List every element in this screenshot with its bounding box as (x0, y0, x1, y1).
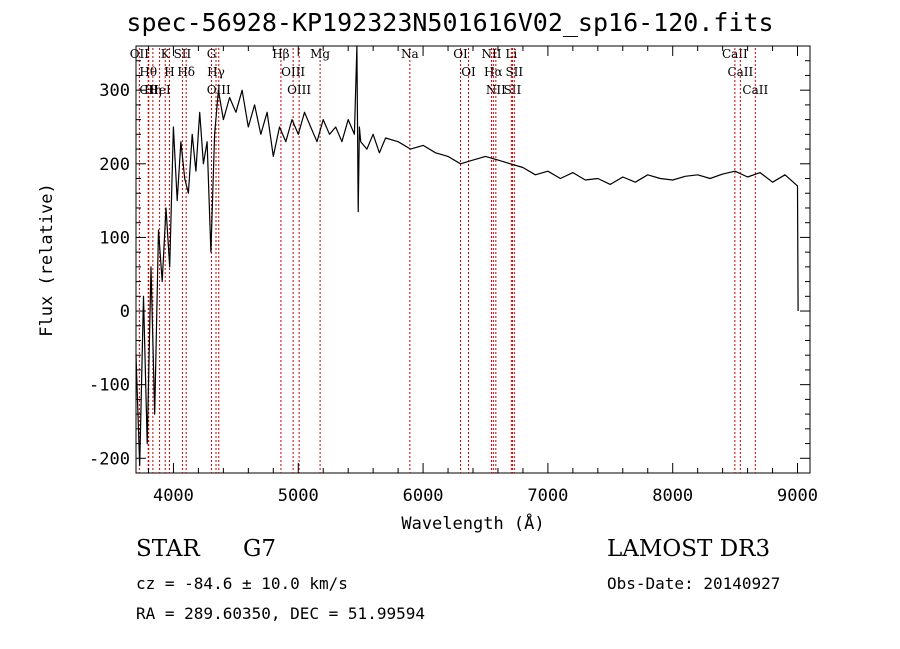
line-marker-label: CaII (742, 83, 768, 97)
y-tick-label: 100 (99, 228, 130, 248)
object-subclass: G7 (243, 536, 277, 562)
chart-title: spec-56928-KP192323N501616V02_sp16-120.f… (126, 8, 774, 37)
line-marker-label: NII (486, 83, 506, 97)
x-axis-label: Wavelength (Å) (401, 512, 544, 534)
series-group (135, 45, 799, 467)
line-marker-label: H (164, 65, 174, 79)
line-marker-label: OIII (281, 65, 305, 79)
line-marker-label: G (207, 47, 217, 61)
y-tick-label: -200 (89, 449, 130, 469)
x-tick-label: 8000 (652, 486, 693, 506)
observation-date: Obs-Date: 20140927 (607, 574, 781, 593)
line-marker-label: CII (139, 83, 158, 97)
x-tick-label: 9000 (777, 486, 818, 506)
survey-name: LAMOST DR3 (607, 536, 771, 562)
line-marker-label: Hγ (207, 65, 225, 79)
line-marker-label: OI (453, 47, 468, 61)
x-tick-label: 4000 (153, 486, 194, 506)
object-class: STAR (136, 536, 200, 562)
x-tick-label: 6000 (403, 486, 444, 506)
line-marker-label: Hβ (272, 47, 289, 61)
line-marker-label: Li (505, 47, 517, 61)
y-axis-label: Flux (relative) (37, 183, 57, 337)
x-tick-label: 5000 (278, 486, 319, 506)
y-tick-label: 300 (99, 81, 130, 101)
spectrum-line (135, 45, 799, 467)
line-marker-label: SII (504, 83, 522, 97)
x-tick-label: 7000 (527, 486, 568, 506)
line-marker-label: OIII (287, 83, 311, 97)
axes-group: 4000 5000 6000 7000 8000 9000 -200 -100 0 100 200 3… (89, 46, 818, 506)
line-marker-label: SII (505, 65, 523, 79)
redshift-velocity: cz = -84.6 ± 10.0 km/s (136, 574, 348, 593)
line-marker-label: CaII (722, 47, 748, 61)
line-marker-label: Mg (310, 47, 330, 61)
line-marker-label: K (161, 47, 171, 61)
line-marker-label: Hα (484, 65, 503, 79)
line-marker-label: Hδ (177, 65, 195, 79)
line-marker-label: CaII (727, 65, 753, 79)
y-tick-label: 0 (120, 302, 130, 322)
line-marker-label: OI (461, 65, 476, 79)
line-marker-label: Hη (144, 83, 162, 97)
line-marker-label: NII (481, 47, 501, 61)
line-marker-label: Na (401, 47, 419, 61)
y-tick-label: -100 (89, 376, 130, 396)
y-tick-label: 200 (99, 155, 130, 175)
line-marker-label: OII (130, 47, 150, 61)
line-marker-label: HeI (148, 83, 171, 97)
line-marker-label: SII (174, 47, 192, 61)
coordinates: RA = 289.60350, DEC = 51.99594 (136, 604, 425, 623)
